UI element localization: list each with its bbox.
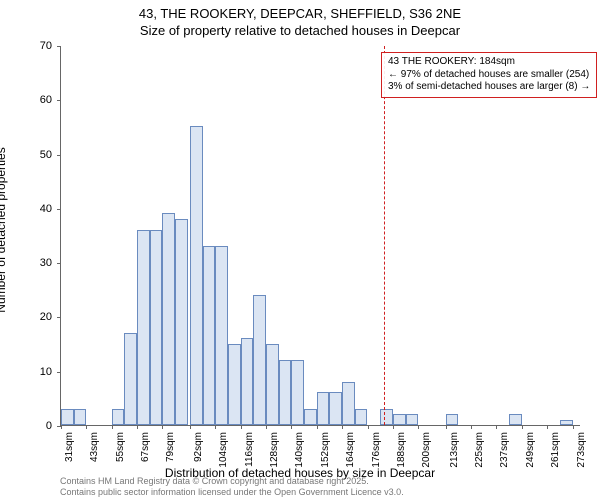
xtick-label: 43sqm [89, 432, 100, 462]
histogram-bar [253, 295, 266, 425]
xtick-mark [496, 425, 497, 429]
histogram-bar [329, 392, 342, 425]
histogram-bar [228, 344, 241, 425]
ytick-label: 20 [24, 311, 52, 323]
property-marker-line [384, 46, 385, 425]
xtick-mark [573, 425, 574, 429]
ytick-label: 50 [24, 149, 52, 161]
ytick-mark [57, 317, 61, 318]
xtick-mark [215, 425, 216, 429]
xtick-label: 67sqm [140, 432, 151, 462]
xtick-mark [137, 425, 138, 429]
ytick-label: 0 [24, 420, 52, 432]
histogram-bar [279, 360, 292, 425]
xtick-mark [393, 425, 394, 429]
histogram-bar [203, 246, 216, 425]
ytick-label: 40 [24, 203, 52, 215]
title-line1: 43, THE ROOKERY, DEEPCAR, SHEFFIELD, S36… [139, 6, 461, 21]
chart-area: 43 THE ROOKERY: 184sqm← 97% of detached … [60, 46, 580, 426]
xtick-label: 31sqm [64, 432, 75, 462]
plot-region: 43 THE ROOKERY: 184sqm← 97% of detached … [60, 46, 580, 426]
histogram-bar [175, 219, 188, 425]
ytick-mark [57, 100, 61, 101]
xtick-label: 273sqm [576, 432, 587, 468]
xtick-mark [446, 425, 447, 429]
xtick-label: 225sqm [474, 432, 485, 468]
chart-title: 43, THE ROOKERY, DEEPCAR, SHEFFIELD, S36… [0, 0, 600, 40]
xtick-mark [471, 425, 472, 429]
xtick-label: 261sqm [550, 432, 561, 468]
histogram-bar [304, 409, 317, 425]
xtick-label: 116sqm [244, 432, 255, 467]
ytick-mark [57, 263, 61, 264]
y-axis-label: Number of detached properties [0, 147, 8, 312]
ytick-mark [57, 155, 61, 156]
histogram-bar [215, 246, 228, 425]
histogram-bar [61, 409, 74, 425]
ytick-mark [57, 209, 61, 210]
xtick-label: 213sqm [449, 432, 460, 468]
ytick-label: 30 [24, 257, 52, 269]
xtick-mark [368, 425, 369, 429]
xtick-label: 237sqm [499, 432, 510, 468]
xtick-mark [86, 425, 87, 429]
histogram-bar [393, 414, 406, 425]
xtick-label: 140sqm [294, 432, 305, 468]
xtick-mark [317, 425, 318, 429]
histogram-bar [406, 414, 419, 425]
histogram-bar [112, 409, 125, 425]
xtick-label: 176sqm [371, 432, 382, 468]
ytick-label: 70 [24, 40, 52, 52]
title-line2: Size of property relative to detached ho… [140, 23, 460, 38]
xtick-mark [190, 425, 191, 429]
credit-line2: Contains public sector information licen… [60, 487, 404, 497]
xtick-mark [241, 425, 242, 429]
property-annotation: 43 THE ROOKERY: 184sqm← 97% of detached … [381, 52, 597, 98]
xtick-label: 188sqm [396, 432, 407, 468]
histogram-bar [150, 230, 163, 425]
histogram-bar [162, 213, 175, 425]
xtick-label: 92sqm [193, 432, 204, 462]
xtick-label: 249sqm [525, 432, 536, 468]
ytick-mark [57, 372, 61, 373]
xtick-mark [342, 425, 343, 429]
histogram-bar [74, 409, 87, 425]
xtick-label: 55sqm [115, 432, 126, 462]
credit-line1: Contains HM Land Registry data © Crown c… [60, 476, 369, 486]
histogram-bar [509, 414, 522, 425]
histogram-bar [446, 414, 459, 425]
histogram-bar [342, 382, 355, 425]
xtick-label: 128sqm [269, 432, 280, 468]
xtick-label: 164sqm [345, 432, 356, 468]
histogram-bar [266, 344, 279, 425]
xtick-label: 152sqm [320, 432, 331, 468]
xtick-mark [547, 425, 548, 429]
xtick-label: 200sqm [421, 432, 432, 468]
xtick-mark [266, 425, 267, 429]
ytick-label: 10 [24, 366, 52, 378]
histogram-bar [124, 333, 137, 425]
xtick-mark [162, 425, 163, 429]
histogram-bar [317, 392, 330, 425]
xtick-mark [418, 425, 419, 429]
xtick-mark [61, 425, 62, 429]
histogram-bar [380, 409, 393, 425]
histogram-bar [560, 420, 573, 425]
ytick-label: 60 [24, 94, 52, 106]
ytick-mark [57, 46, 61, 47]
xtick-mark [112, 425, 113, 429]
xtick-mark [522, 425, 523, 429]
xtick-label: 104sqm [218, 432, 229, 468]
histogram-bar [355, 409, 368, 425]
histogram-bar [190, 126, 203, 425]
histogram-bar [137, 230, 150, 425]
histogram-bar [241, 338, 254, 425]
credit-text: Contains HM Land Registry data © Crown c… [60, 476, 404, 498]
histogram-bar [291, 360, 304, 425]
xtick-label: 79sqm [165, 432, 176, 462]
xtick-mark [291, 425, 292, 429]
